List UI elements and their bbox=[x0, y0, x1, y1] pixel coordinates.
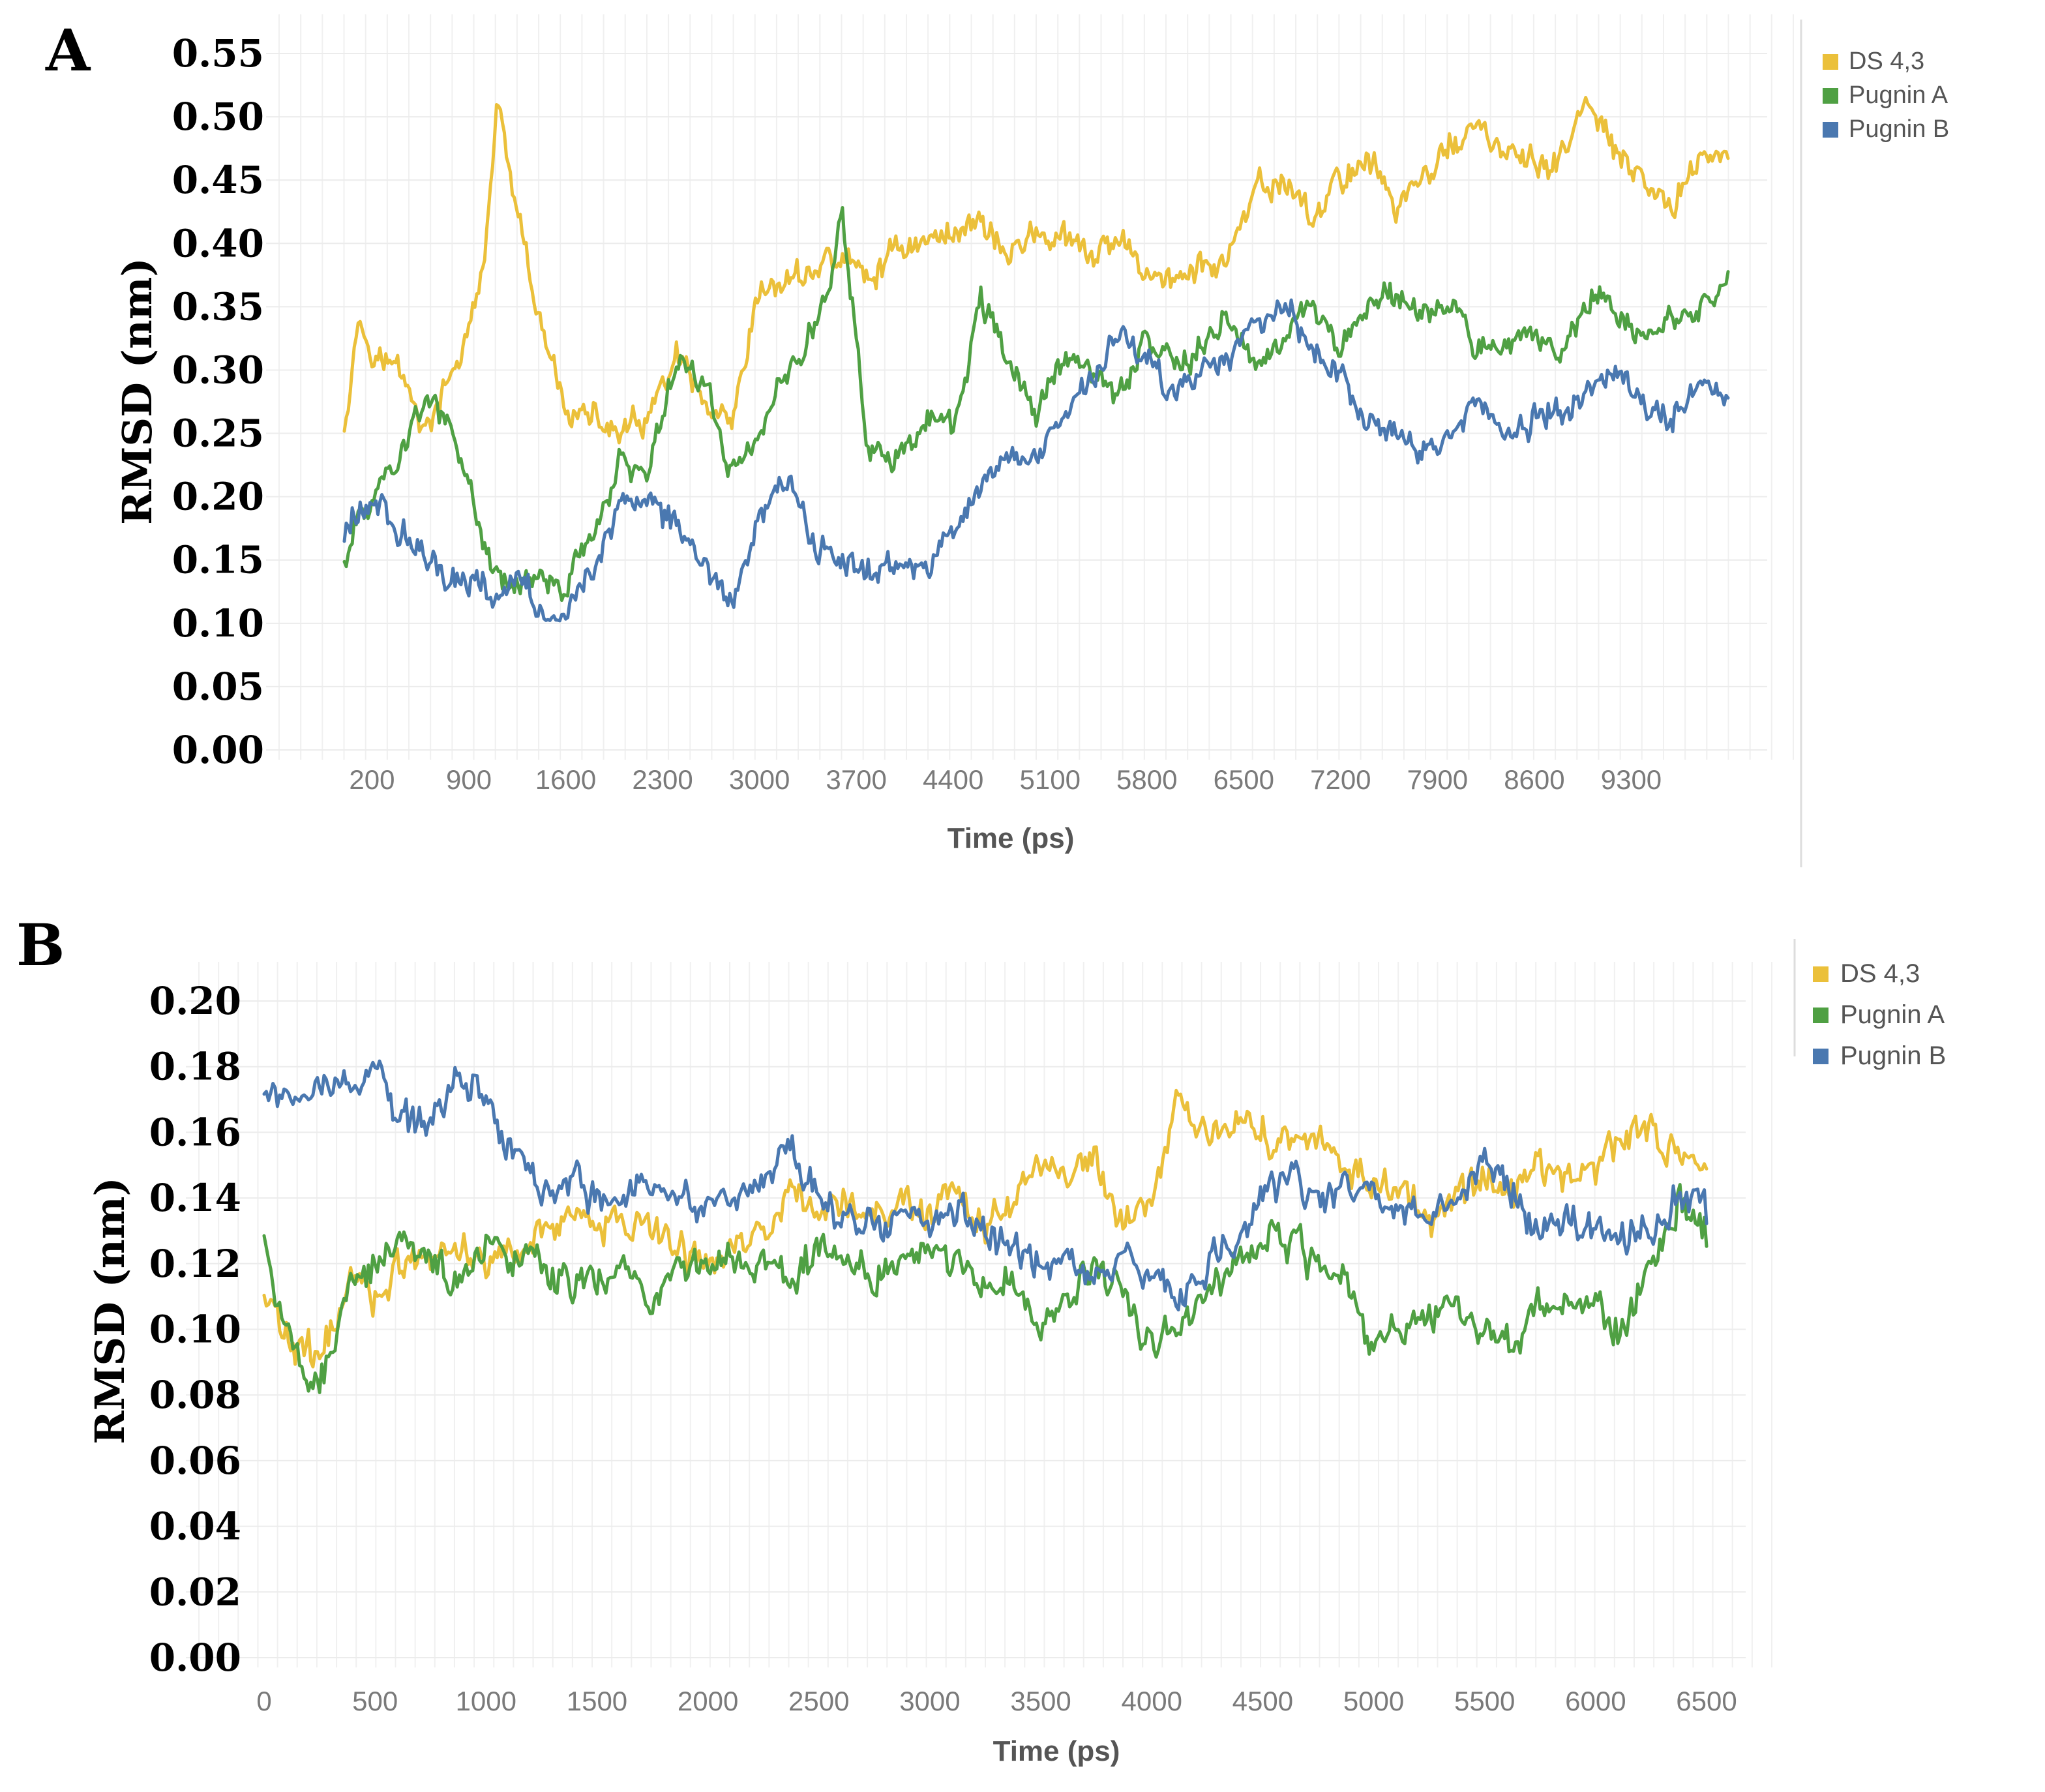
xtick-label: 4500 bbox=[1232, 1686, 1293, 1716]
ytick-label: 0.14 bbox=[149, 1176, 241, 1220]
xtick-label: 5800 bbox=[1116, 764, 1177, 795]
legend-b-label-ds43: DS 4,3 bbox=[1840, 959, 1920, 988]
xtick-label: 8600 bbox=[1504, 764, 1564, 795]
legend-a-swatch-ds43 bbox=[1823, 54, 1838, 70]
legend-a-label-pugnin-a: Pugnin A bbox=[1849, 82, 1948, 109]
xtick-label: 500 bbox=[352, 1686, 398, 1716]
xtick-label: 2000 bbox=[678, 1686, 738, 1716]
ytick-label: 0.10 bbox=[172, 601, 264, 646]
ytick-label: 0.06 bbox=[149, 1439, 241, 1483]
ytick-label: 0.00 bbox=[172, 728, 264, 772]
xtick-label: 1500 bbox=[567, 1686, 627, 1716]
xtick-label: 5000 bbox=[1343, 1686, 1404, 1716]
xtick-label: 7900 bbox=[1407, 764, 1468, 795]
xtick-label: 6000 bbox=[1565, 1686, 1626, 1716]
xtick-label: 3000 bbox=[899, 1686, 960, 1716]
ytick-label: 0.50 bbox=[172, 95, 264, 139]
panel-a-legend: DS 4,3 Pugnin A Pugnin B bbox=[1823, 48, 1949, 143]
chart-b-svg: 0.00 0.02 0.04 0.06 0.08 0.10 0.12 0.14 0.16 0.18… bbox=[16, 911, 1946, 1767]
panel-b-legend: DS 4,3 Pugnin A Pugnin B bbox=[1813, 959, 1946, 1070]
panel-a-ylabel: RMSD (nm) bbox=[113, 258, 161, 525]
legend-a-label-pugnin-b: Pugnin B bbox=[1849, 115, 1949, 143]
legend-a-swatch-pugnin-b bbox=[1823, 122, 1838, 138]
ytick-label: 0.16 bbox=[149, 1110, 241, 1154]
panel-a-letter: A bbox=[45, 16, 91, 84]
legend-b-label-pugnin-b: Pugnin B bbox=[1840, 1041, 1946, 1070]
ytick-label: 0.05 bbox=[172, 665, 264, 709]
legend-b-swatch-pugnin-a bbox=[1813, 1008, 1829, 1023]
legend-b-swatch-pugnin-b bbox=[1813, 1049, 1829, 1064]
ytick-label: 0.45 bbox=[172, 158, 264, 202]
ytick-label: 0.15 bbox=[172, 538, 264, 582]
xtick-label: 2500 bbox=[788, 1686, 849, 1716]
ytick-label: 0.18 bbox=[149, 1045, 241, 1089]
panel-b-xlabel: Time (ps) bbox=[993, 1735, 1120, 1767]
panel-b-ylabel: RMSD (nm) bbox=[86, 1177, 134, 1444]
xtick-label: 900 bbox=[446, 764, 492, 795]
ytick-label: 0.20 bbox=[149, 979, 241, 1023]
series-line-a-pugnin-a bbox=[342, 206, 1730, 603]
xtick-label: 9300 bbox=[1601, 764, 1662, 795]
ytick-label: 0.10 bbox=[149, 1307, 241, 1352]
xtick-label: 200 bbox=[349, 764, 395, 795]
panel-b-letter: B bbox=[16, 911, 65, 979]
ytick-label: 0.08 bbox=[149, 1373, 241, 1417]
legend-b-swatch-ds43 bbox=[1813, 966, 1829, 982]
series-line-a-ds-4-3 bbox=[342, 96, 1730, 445]
xtick-label: 3500 bbox=[1010, 1686, 1071, 1716]
panel-a-xlabel: Time (ps) bbox=[948, 822, 1075, 854]
ytick-label: 0.00 bbox=[149, 1635, 241, 1680]
xtick-label: 4000 bbox=[1122, 1686, 1182, 1716]
xtick-label: 6500 bbox=[1676, 1686, 1737, 1716]
ytick-label: 0.35 bbox=[172, 284, 264, 329]
xtick-label: 6500 bbox=[1214, 764, 1274, 795]
legend-b-label-pugnin-a: Pugnin A bbox=[1840, 1000, 1945, 1029]
ytick-label: 0.55 bbox=[172, 31, 264, 76]
xtick-label: 4400 bbox=[923, 764, 983, 795]
ytick-label: 0.30 bbox=[172, 348, 264, 392]
series-line-b-pugnin-a bbox=[262, 1183, 1709, 1394]
legend-a-label-ds43: DS 4,3 bbox=[1849, 48, 1924, 75]
xtick-label: 5100 bbox=[1020, 764, 1081, 795]
xtick-label: 5500 bbox=[1454, 1686, 1515, 1716]
panel-a: 0.00 0.05 0.10 0.15 0.20 0.25 0.30 0.35 0.40 0.45… bbox=[0, 0, 2045, 880]
ytick-label: 0.02 bbox=[149, 1570, 241, 1614]
ytick-label: 0.25 bbox=[172, 411, 264, 456]
ytick-label: 0.12 bbox=[149, 1242, 241, 1286]
series-line-b-pugnin-b bbox=[262, 1059, 1709, 1312]
ytick-label: 0.20 bbox=[172, 475, 264, 519]
series-line-a-pugnin-b bbox=[342, 298, 1730, 623]
ytick-label: 0.04 bbox=[149, 1504, 241, 1549]
panel-b: 0.00 0.02 0.04 0.06 0.08 0.10 0.12 0.14 0.16 0.18… bbox=[0, 906, 2045, 1792]
xtick-label: 0 bbox=[256, 1686, 271, 1716]
xtick-label: 3000 bbox=[729, 764, 790, 795]
xtick-label: 7200 bbox=[1310, 764, 1371, 795]
xtick-label: 1600 bbox=[535, 764, 596, 795]
chart-a-svg: 0.00 0.05 0.10 0.15 0.20 0.25 0.30 0.35 0.40 0.45… bbox=[45, 14, 1949, 867]
xtick-label: 3700 bbox=[826, 764, 886, 795]
xtick-label: 2300 bbox=[632, 764, 693, 795]
ytick-label: 0.40 bbox=[172, 221, 264, 265]
legend-a-swatch-pugnin-a bbox=[1823, 88, 1838, 104]
xtick-label: 1000 bbox=[456, 1686, 516, 1716]
